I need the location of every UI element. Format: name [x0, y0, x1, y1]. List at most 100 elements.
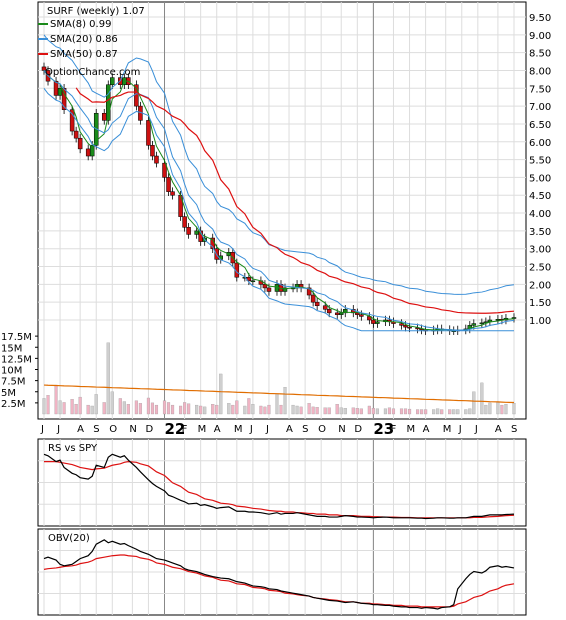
x-tick-label: M	[443, 424, 452, 435]
volume-bar	[263, 406, 267, 415]
bollinger-upper-line	[43, 34, 515, 295]
x-tick-label: F	[390, 424, 396, 435]
candle-body	[77, 137, 83, 150]
candle-body	[250, 280, 256, 283]
price-tick-label: 8.50	[529, 49, 551, 60]
volume-bar	[251, 404, 255, 415]
legend-entry: SMA(50) 0.87	[50, 49, 118, 60]
x-tick-label: J	[249, 424, 253, 435]
volume-bar	[488, 402, 492, 415]
x-tick-label: M	[198, 424, 207, 435]
price-tick-label: 9.50	[529, 13, 551, 24]
price-tick-label: 6.00	[529, 138, 551, 149]
candle-body	[495, 319, 501, 321]
volume-bar	[436, 408, 440, 415]
bollinger-lower-line	[43, 87, 514, 332]
volume-bar	[432, 409, 436, 415]
volume-tick-label: 5M	[1, 388, 16, 399]
volume-bar	[150, 402, 155, 415]
candle-body	[150, 145, 155, 157]
volume-bar	[70, 399, 74, 415]
x-tick-label: 23	[373, 420, 394, 438]
volume-bar	[162, 400, 167, 415]
volume-bar	[146, 397, 150, 415]
price-tick-label: 1.50	[529, 298, 551, 309]
price-axis-ticks: 9.50 9.00 8.50 8.00 7.50 7.00 6.50 6.00 5.50 5.00…	[529, 13, 551, 327]
candle-body	[154, 155, 159, 164]
volume-tick-label: 17.5M	[1, 332, 32, 343]
x-tick-label: M	[407, 424, 416, 435]
x-tick-label: S	[511, 424, 517, 435]
rs-grid	[38, 439, 526, 526]
volume-bar	[315, 407, 319, 415]
x-tick-label: J	[56, 424, 60, 435]
legend-entry: SMA(8) 0.99	[50, 19, 111, 30]
price-tick-label: 7.50	[529, 84, 551, 95]
volume-bar	[267, 404, 271, 415]
volume-bar	[468, 408, 472, 415]
volume-bar	[94, 394, 98, 415]
volume-bar	[299, 406, 303, 415]
candle-body	[471, 323, 477, 326]
price-tick-label: 3.00	[529, 245, 551, 256]
candle-body	[162, 162, 167, 178]
volume-bar	[500, 404, 504, 415]
volume-bar	[166, 402, 171, 415]
price-tick-label: 7.00	[529, 102, 551, 113]
candle-body	[511, 317, 517, 319]
volume-bar	[512, 403, 516, 415]
candle-body	[322, 305, 328, 310]
candle-body	[403, 325, 408, 328]
volume-bar	[106, 342, 110, 415]
volume-bar	[170, 404, 175, 415]
x-tick-label: D	[354, 424, 362, 435]
x-axis-labels: J J A S O N D 22F M A M J J A S O N D 23F M A M J J A S	[40, 420, 517, 438]
volume-bar	[496, 402, 500, 415]
candle-body	[479, 322, 485, 325]
candle-body	[371, 319, 376, 324]
volume-bar	[307, 403, 311, 415]
volume-bar	[464, 409, 468, 415]
candle-body	[339, 312, 344, 315]
volume-bar	[484, 404, 488, 415]
volume-bar	[291, 404, 295, 415]
volume-bar	[203, 406, 207, 415]
candle-body	[359, 314, 364, 317]
candle-body	[399, 323, 404, 326]
candle-body	[310, 294, 316, 303]
volume-bar	[391, 408, 396, 415]
sma50-line	[75, 87, 515, 314]
volume-bar	[343, 408, 347, 415]
volume-bar	[187, 403, 191, 415]
volume-bar	[138, 403, 142, 415]
candle-body	[89, 145, 95, 157]
candle-body	[166, 177, 171, 192]
volume-bar	[283, 387, 287, 415]
volume-bar	[335, 404, 339, 415]
x-tick-label: N	[338, 424, 345, 435]
x-tick-label: A	[423, 424, 430, 435]
rs-series	[43, 453, 515, 520]
volume-bar	[54, 384, 58, 415]
price-tick-label: 3.50	[529, 227, 551, 238]
volume-bar	[456, 409, 460, 415]
volume-bar	[440, 409, 444, 415]
volume-bar	[215, 404, 219, 415]
x-tick-label: A	[286, 424, 293, 435]
volume-bar	[122, 401, 126, 415]
price-panel-frame	[37, 1, 527, 420]
volume-bar	[367, 405, 371, 415]
volume-bar	[359, 408, 363, 415]
chart-title: SURF (weekly) 1.07	[47, 6, 145, 17]
x-tick-label: A	[495, 424, 502, 435]
obv-line	[43, 539, 515, 610]
x-tick-label: S	[93, 424, 99, 435]
price-grid	[38, 2, 526, 419]
candle-body	[314, 301, 320, 306]
volume-bar	[195, 404, 199, 415]
volume-bar	[74, 404, 78, 415]
volume-bar	[351, 407, 355, 415]
candle-body	[407, 326, 412, 329]
volume-bar	[154, 404, 159, 415]
